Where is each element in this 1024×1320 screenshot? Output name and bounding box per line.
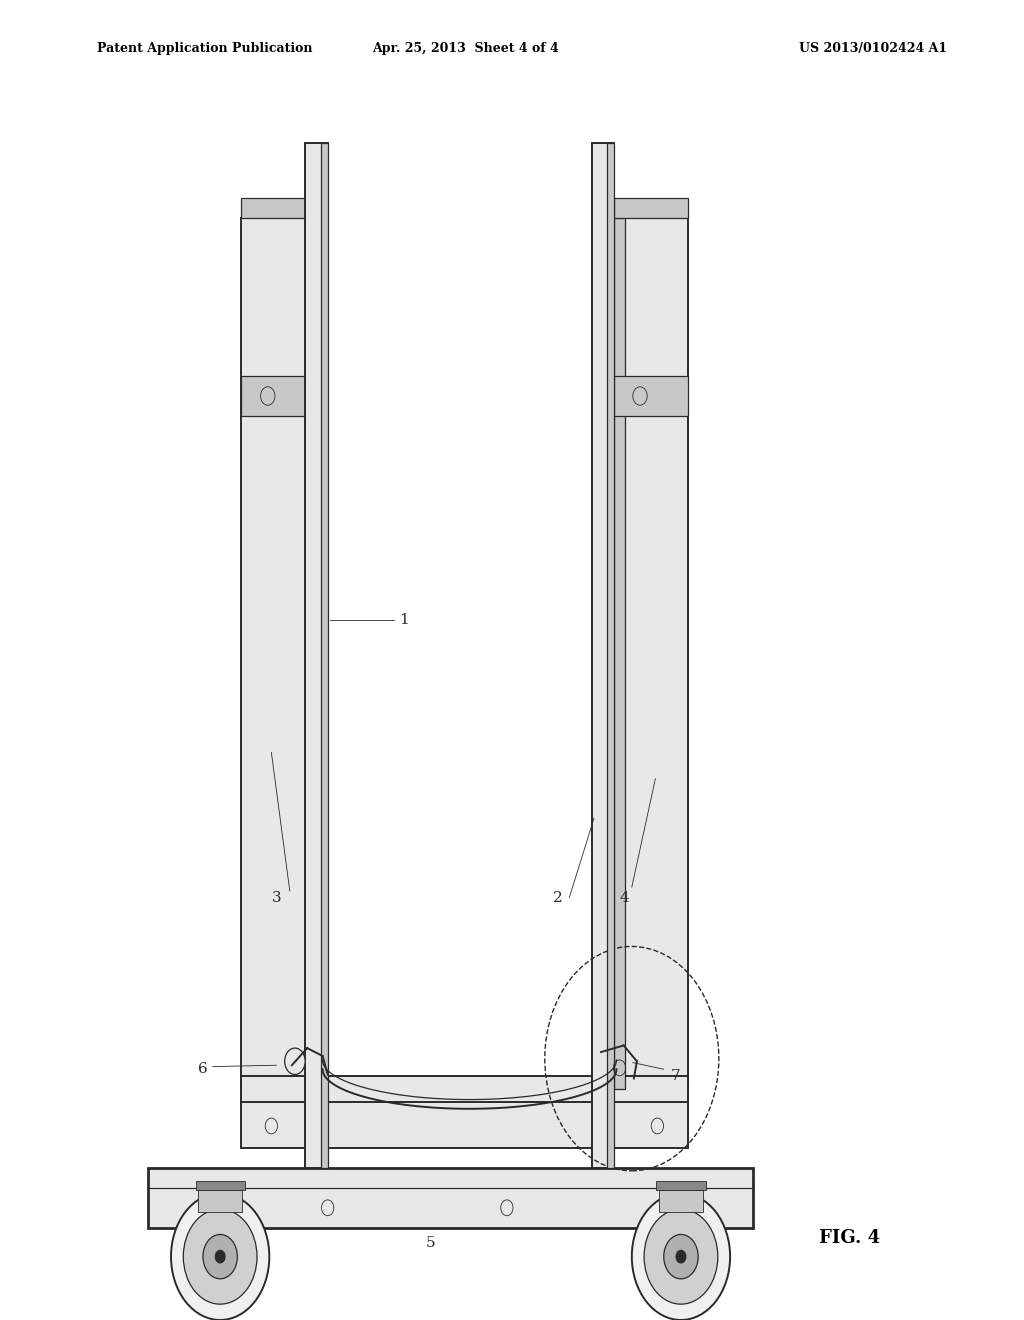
Bar xyxy=(656,1180,706,1191)
Bar xyxy=(305,218,315,1089)
Circle shape xyxy=(632,1193,730,1320)
Circle shape xyxy=(171,1193,269,1320)
Bar xyxy=(241,376,315,416)
Bar xyxy=(614,218,625,1089)
Text: FIG. 4: FIG. 4 xyxy=(819,1229,881,1247)
Bar xyxy=(592,143,614,1168)
Text: 4: 4 xyxy=(620,891,630,904)
Circle shape xyxy=(285,1048,305,1074)
Bar xyxy=(658,1191,703,1212)
Circle shape xyxy=(203,1234,238,1279)
Circle shape xyxy=(215,1250,225,1263)
Bar xyxy=(241,1076,688,1148)
Text: 2: 2 xyxy=(553,891,563,904)
Text: Apr. 25, 2013  Sheet 4 of 4: Apr. 25, 2013 Sheet 4 of 4 xyxy=(373,42,559,55)
Text: 3: 3 xyxy=(271,891,282,904)
Bar xyxy=(614,376,688,416)
Bar xyxy=(148,1168,753,1228)
Circle shape xyxy=(664,1234,698,1279)
Text: 6: 6 xyxy=(198,1063,208,1076)
Bar xyxy=(241,198,315,218)
Circle shape xyxy=(644,1209,718,1304)
Text: 1: 1 xyxy=(399,614,410,627)
Bar xyxy=(305,143,328,1168)
Text: 7: 7 xyxy=(671,1069,681,1082)
Bar xyxy=(196,1180,245,1191)
Bar xyxy=(607,143,614,1168)
Bar xyxy=(321,143,328,1168)
Bar xyxy=(614,198,688,218)
Text: Patent Application Publication: Patent Application Publication xyxy=(97,42,312,55)
Circle shape xyxy=(183,1209,257,1304)
Text: 5: 5 xyxy=(425,1237,435,1250)
Bar xyxy=(614,218,688,1089)
Text: US 2013/0102424 A1: US 2013/0102424 A1 xyxy=(799,42,947,55)
Bar xyxy=(241,218,315,1089)
Bar xyxy=(198,1191,243,1212)
Circle shape xyxy=(676,1250,686,1263)
